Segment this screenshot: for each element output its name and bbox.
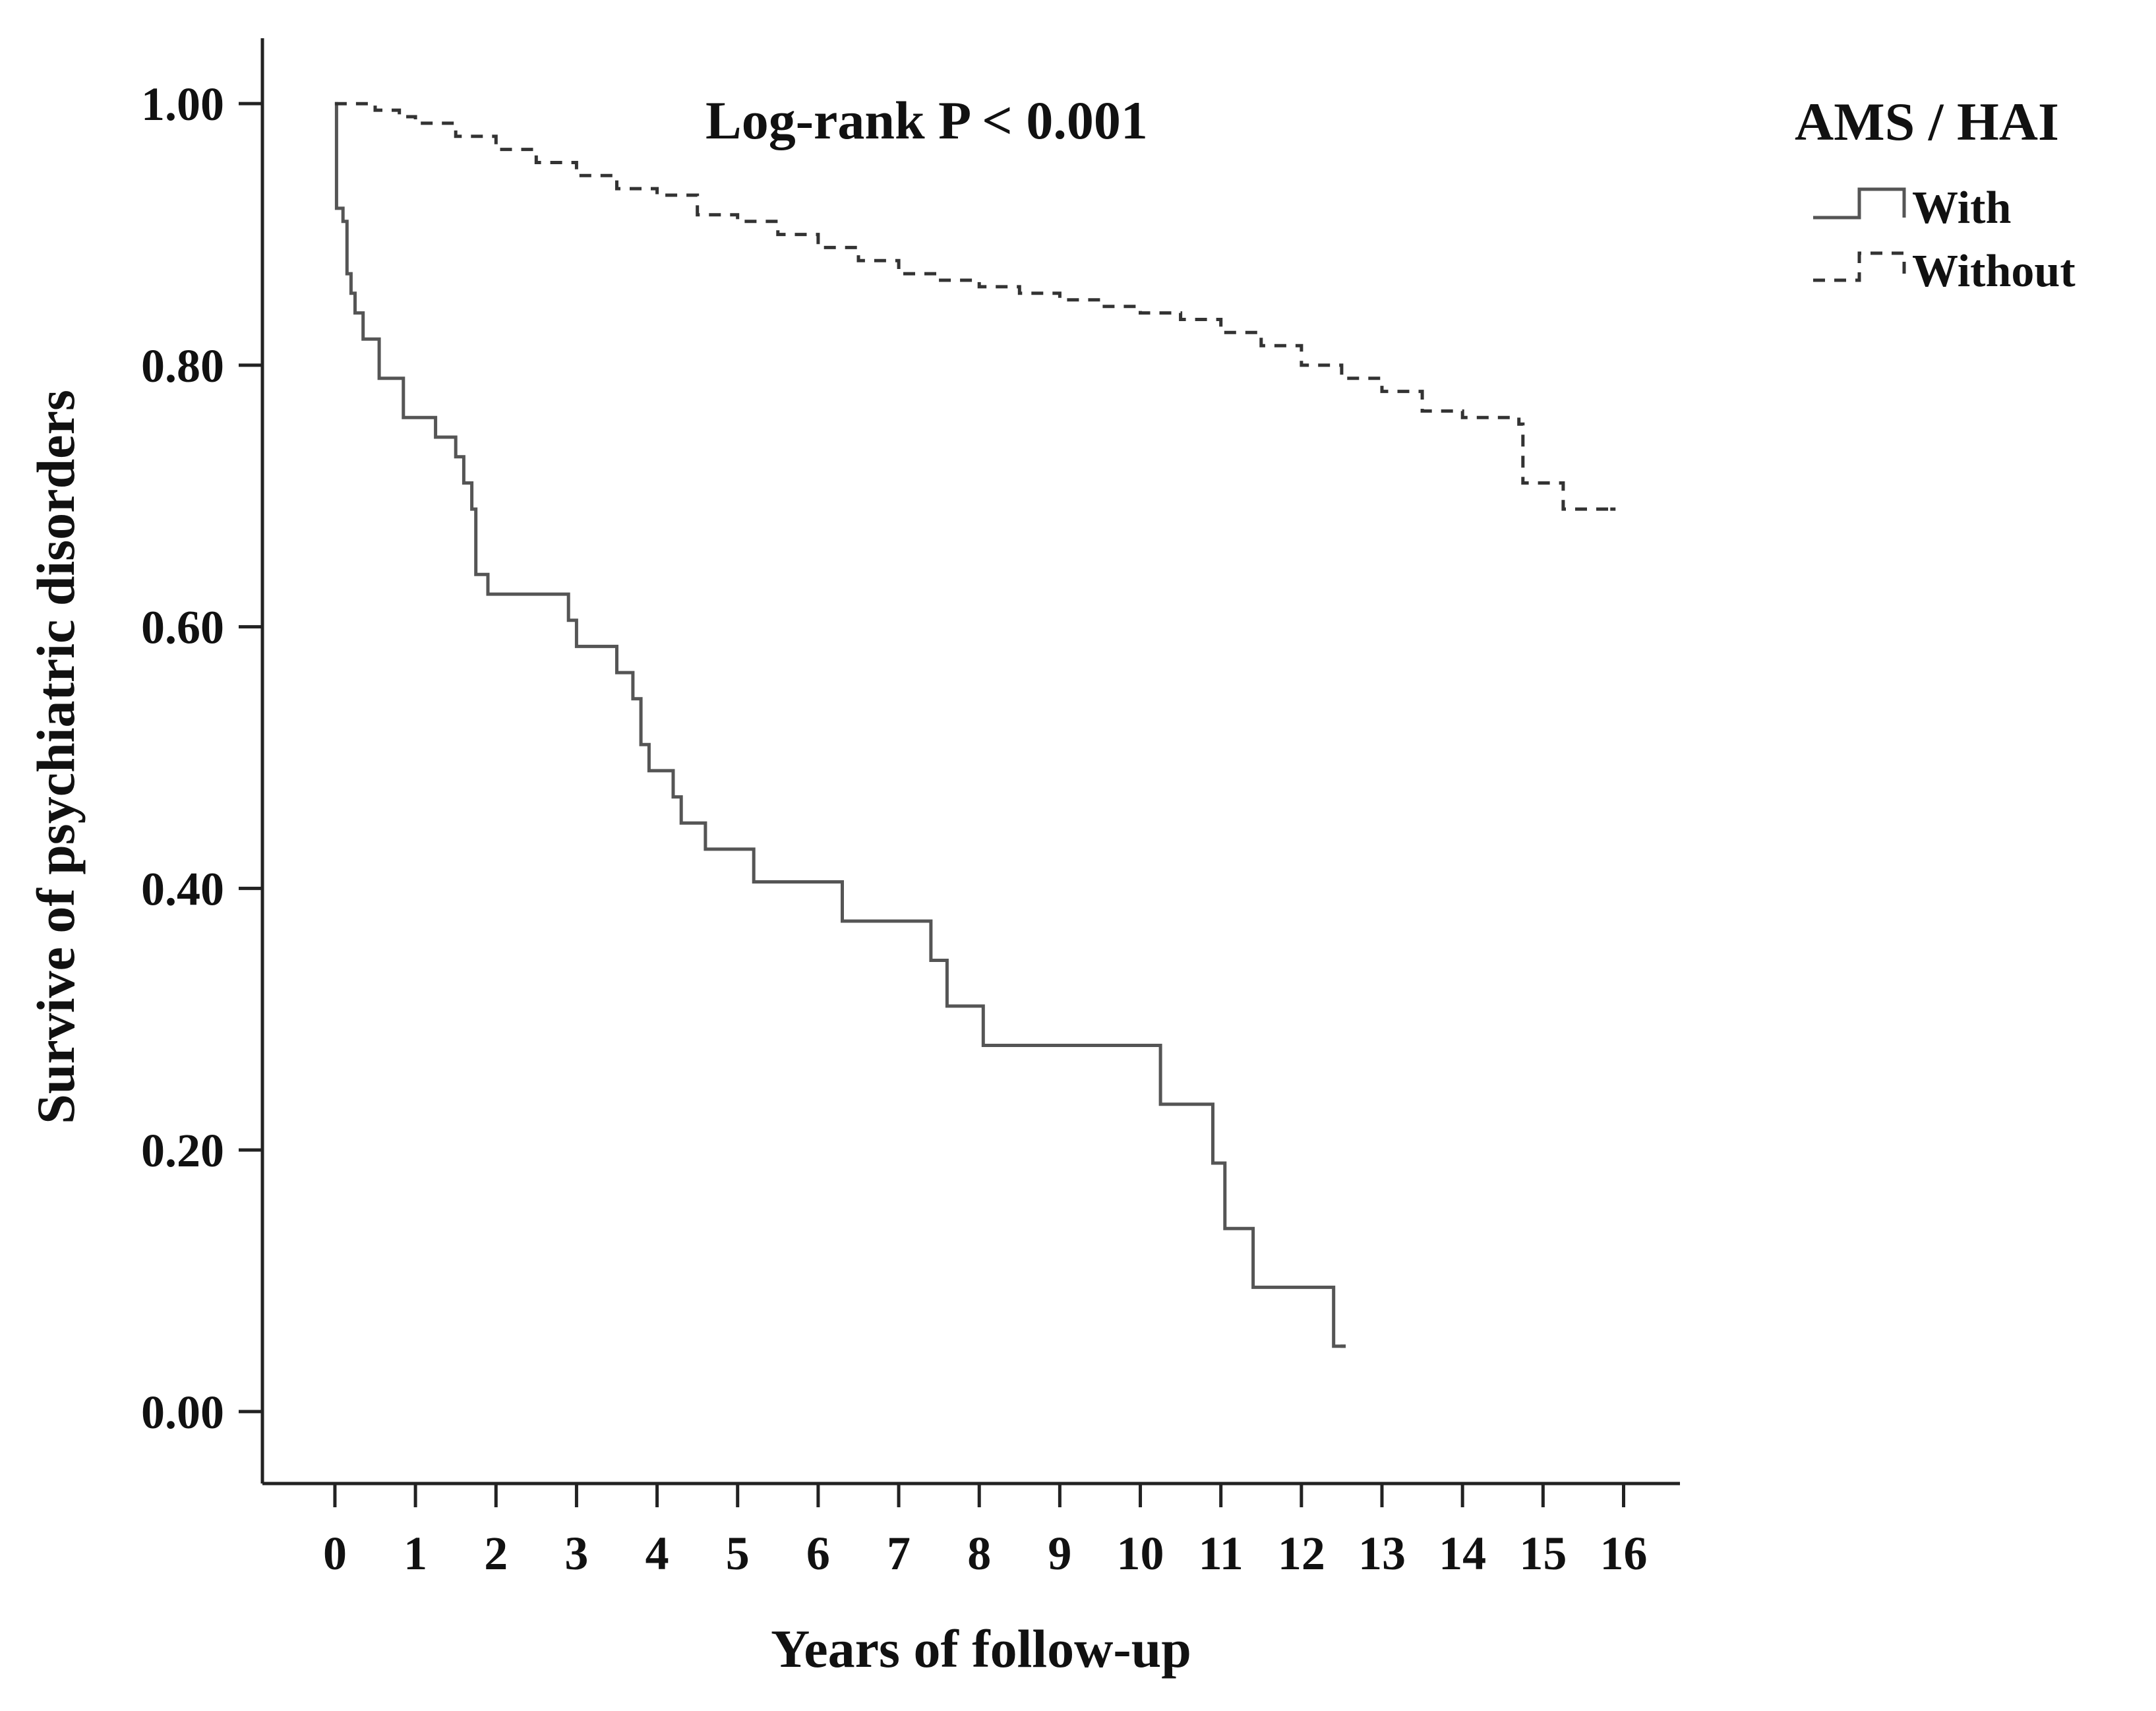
x-tick-label: 5 [726,1527,750,1580]
x-tick-label: 12 [1278,1527,1325,1580]
legend-item-without: Without [1813,246,2076,297]
x-tick-label: 8 [967,1527,991,1580]
series-line-without [334,102,1616,511]
series-lines [334,102,1616,1348]
y-tick-label: 0.60 [141,601,224,654]
x-tick-label: 9 [1048,1527,1071,1580]
legend-swatch-without [1813,251,1906,282]
x-tick-label: 10 [1117,1527,1164,1580]
legend: AMS / HAI With Without [1795,92,2076,297]
x-ticks: 0 1 2 3 4 5 6 7 8 9 10 11 12 13 14 15 16 [323,1484,1647,1580]
x-tick-label: 4 [645,1527,669,1580]
legend-item-with: With [1813,183,2011,233]
x-tick-label: 3 [564,1527,588,1580]
y-tick-label: 0.40 [141,862,224,915]
x-tick-label: 7 [887,1527,911,1580]
x-tick-label: 13 [1358,1527,1406,1580]
y-axis-title: Survive of psychiatric disorders [26,390,86,1124]
y-tick-label: 0.80 [141,340,224,392]
x-tick-label: 16 [1600,1527,1647,1580]
x-tick-label: 14 [1439,1527,1486,1580]
legend-label-with: With [1912,183,2011,233]
x-tick-label: 15 [1519,1527,1567,1580]
y-tick-label: 1.00 [141,78,224,131]
x-axis-title: Years of follow-up [771,1619,1191,1679]
x-tick-label: 2 [484,1527,508,1580]
x-tick-label: 0 [323,1527,347,1580]
legend-swatch-with [1813,187,1906,220]
x-tick-label: 6 [806,1527,830,1580]
y-tick-label: 0.00 [141,1386,224,1439]
legend-label-without: Without [1912,246,2076,297]
y-tick-label: 0.20 [141,1124,224,1177]
x-tick-label: 1 [404,1527,427,1580]
series-line-with [334,102,1346,1348]
legend-title: AMS / HAI [1795,92,2059,152]
y-ticks: 0.00 0.20 0.40 0.60 0.80 1.00 [141,78,262,1439]
x-tick-label: 11 [1199,1527,1243,1580]
axes [260,38,1680,1486]
log-rank-annotation: Log-rank P < 0.001 [705,90,1148,150]
